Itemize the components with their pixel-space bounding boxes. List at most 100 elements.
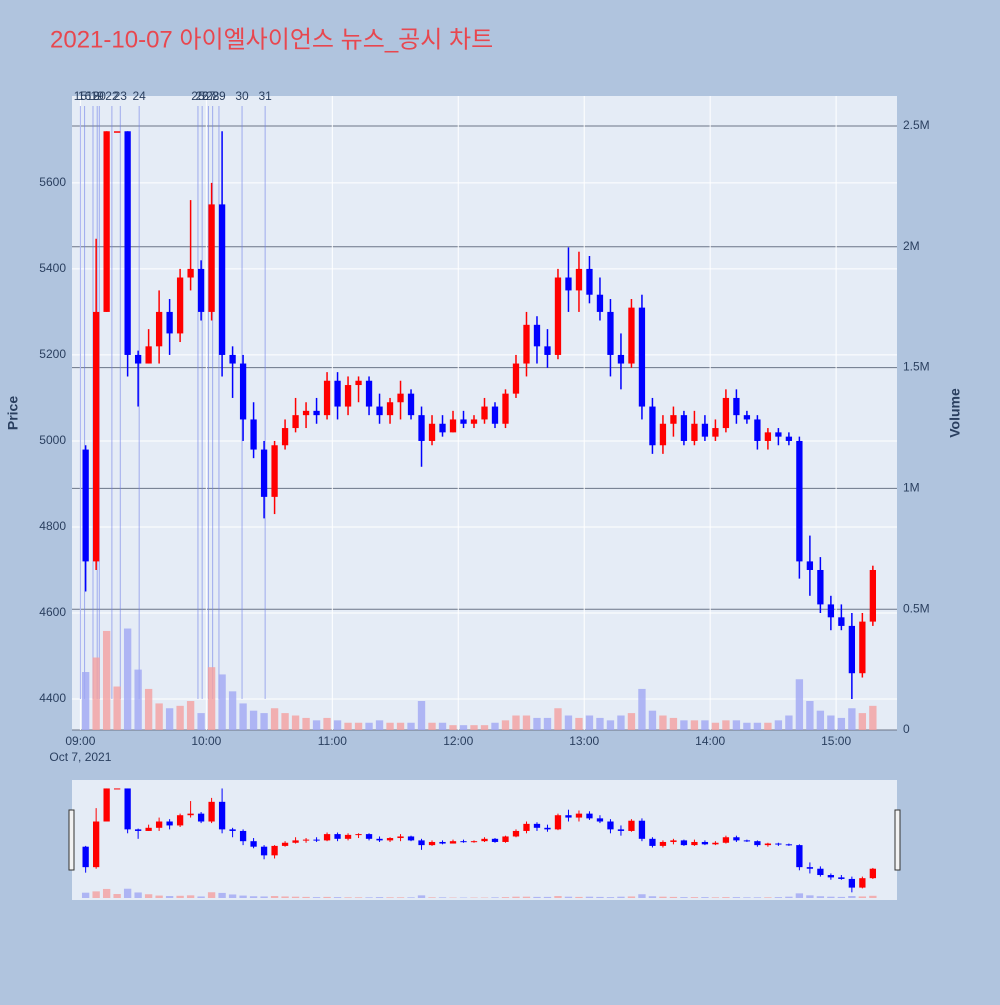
volume-bar	[197, 713, 204, 730]
candle-body	[775, 432, 781, 436]
slider-volume-bar	[124, 889, 131, 898]
candle-body	[670, 415, 676, 424]
y2-tick-label: 1.5M	[903, 360, 930, 374]
x-tick-label: 13:00	[569, 734, 599, 748]
slider-volume-bar	[722, 897, 729, 898]
volume-bar	[827, 716, 834, 730]
slider-volume-bar	[197, 896, 204, 898]
candle-body	[765, 432, 771, 441]
candle-body	[198, 269, 204, 312]
slider-volume-bar	[302, 897, 309, 898]
slider-volume-bar	[607, 897, 614, 898]
volume-bar	[281, 713, 288, 730]
slider-volume-bar	[386, 897, 393, 898]
slider-candle-body	[870, 869, 876, 878]
y2-tick-label: 1M	[903, 481, 920, 495]
slider-candle-body	[135, 829, 141, 831]
x-tick-label: 12:00	[443, 734, 473, 748]
slider-volume-bar	[596, 897, 603, 898]
slider-candle-body	[859, 878, 865, 887]
slider-volume-bar	[617, 897, 624, 898]
slider-candle-body	[292, 840, 298, 842]
slider-candle-body	[313, 840, 319, 841]
y2-tick-label: 2.5M	[903, 118, 930, 132]
volume-bar	[418, 701, 425, 730]
news-label: 24	[132, 89, 146, 103]
volume-bar	[166, 708, 173, 730]
slider-volume-bar	[659, 897, 666, 898]
candle-body	[702, 424, 708, 437]
slider-candle-body	[576, 814, 582, 818]
volume-bar	[355, 723, 362, 730]
volume-bar	[628, 713, 635, 730]
candle-body	[450, 419, 456, 432]
slider-candle-body	[607, 822, 613, 830]
slider-candle-body	[660, 842, 666, 846]
slider-volume-bar	[838, 897, 845, 898]
slider-volume-bar	[281, 896, 288, 898]
volume-bar	[680, 720, 687, 730]
volume-bar	[764, 723, 771, 730]
x-tick-label: 11:00	[318, 734, 347, 748]
slider-candle-body	[817, 869, 823, 875]
volume-bar	[533, 718, 540, 730]
slider-candle-body	[303, 840, 309, 841]
slider-candle-body	[775, 844, 781, 845]
candle-body	[303, 411, 309, 415]
slider-candle-body	[534, 824, 540, 828]
slider-candle-body	[838, 877, 844, 879]
slider-candle-body	[460, 841, 466, 842]
volume-bar	[838, 718, 845, 730]
slider-volume-bar	[565, 897, 572, 898]
candle-body	[166, 312, 172, 334]
x-tick-label: 10:00	[191, 734, 221, 748]
candle-body	[156, 312, 162, 346]
x-date-label: Oct 7, 2021	[49, 750, 111, 764]
slider-candle-body	[691, 842, 697, 845]
slider-candle-body	[397, 836, 403, 838]
slider-handle-left[interactable]	[69, 810, 74, 870]
candle-body	[387, 402, 393, 415]
candle-body	[460, 419, 466, 423]
candle-body	[240, 364, 246, 420]
slider-volume-bar	[208, 892, 215, 898]
candle-body	[439, 424, 445, 433]
volume-bar	[397, 723, 404, 730]
slider-candle-body	[429, 842, 435, 845]
y-tick-label: 4800	[39, 519, 66, 533]
y2-tick-label: 0.5M	[903, 601, 930, 615]
candle-body	[355, 381, 361, 385]
slider-candle-body	[649, 839, 655, 846]
slider-candle-body	[471, 841, 477, 842]
slider-handle-right[interactable]	[895, 810, 900, 870]
candle-body	[313, 411, 319, 415]
slider-candle-body	[597, 818, 603, 821]
candle-body	[502, 394, 508, 424]
candle-body	[796, 441, 802, 561]
candle-body	[145, 346, 151, 363]
slider-volume-bar	[670, 897, 677, 898]
slider-candle-body	[565, 815, 571, 817]
volume-bar	[344, 723, 351, 730]
volume-bar	[859, 713, 866, 730]
candle-body	[261, 450, 267, 497]
slider-candle-body	[408, 836, 414, 840]
slider-candle-body	[481, 839, 487, 841]
slider-candle-body	[82, 847, 88, 867]
slider-candle-body	[93, 822, 99, 868]
candle-body	[786, 437, 792, 441]
candle-body	[124, 131, 130, 355]
slider-volume-bar	[365, 897, 372, 898]
volume-bar	[554, 708, 561, 730]
y2-tick-label: 0	[903, 722, 910, 736]
slider-volume-bar	[418, 895, 425, 898]
slider-candle-body	[828, 875, 834, 877]
slider-candle-body	[639, 821, 645, 839]
y-tick-label: 4600	[39, 605, 66, 619]
candle-body	[523, 325, 529, 364]
slider-candle-body	[282, 843, 288, 846]
candle-body	[271, 445, 277, 497]
candle-body	[639, 308, 645, 407]
volume-bar	[229, 691, 236, 730]
slider-volume-bar	[82, 893, 89, 898]
